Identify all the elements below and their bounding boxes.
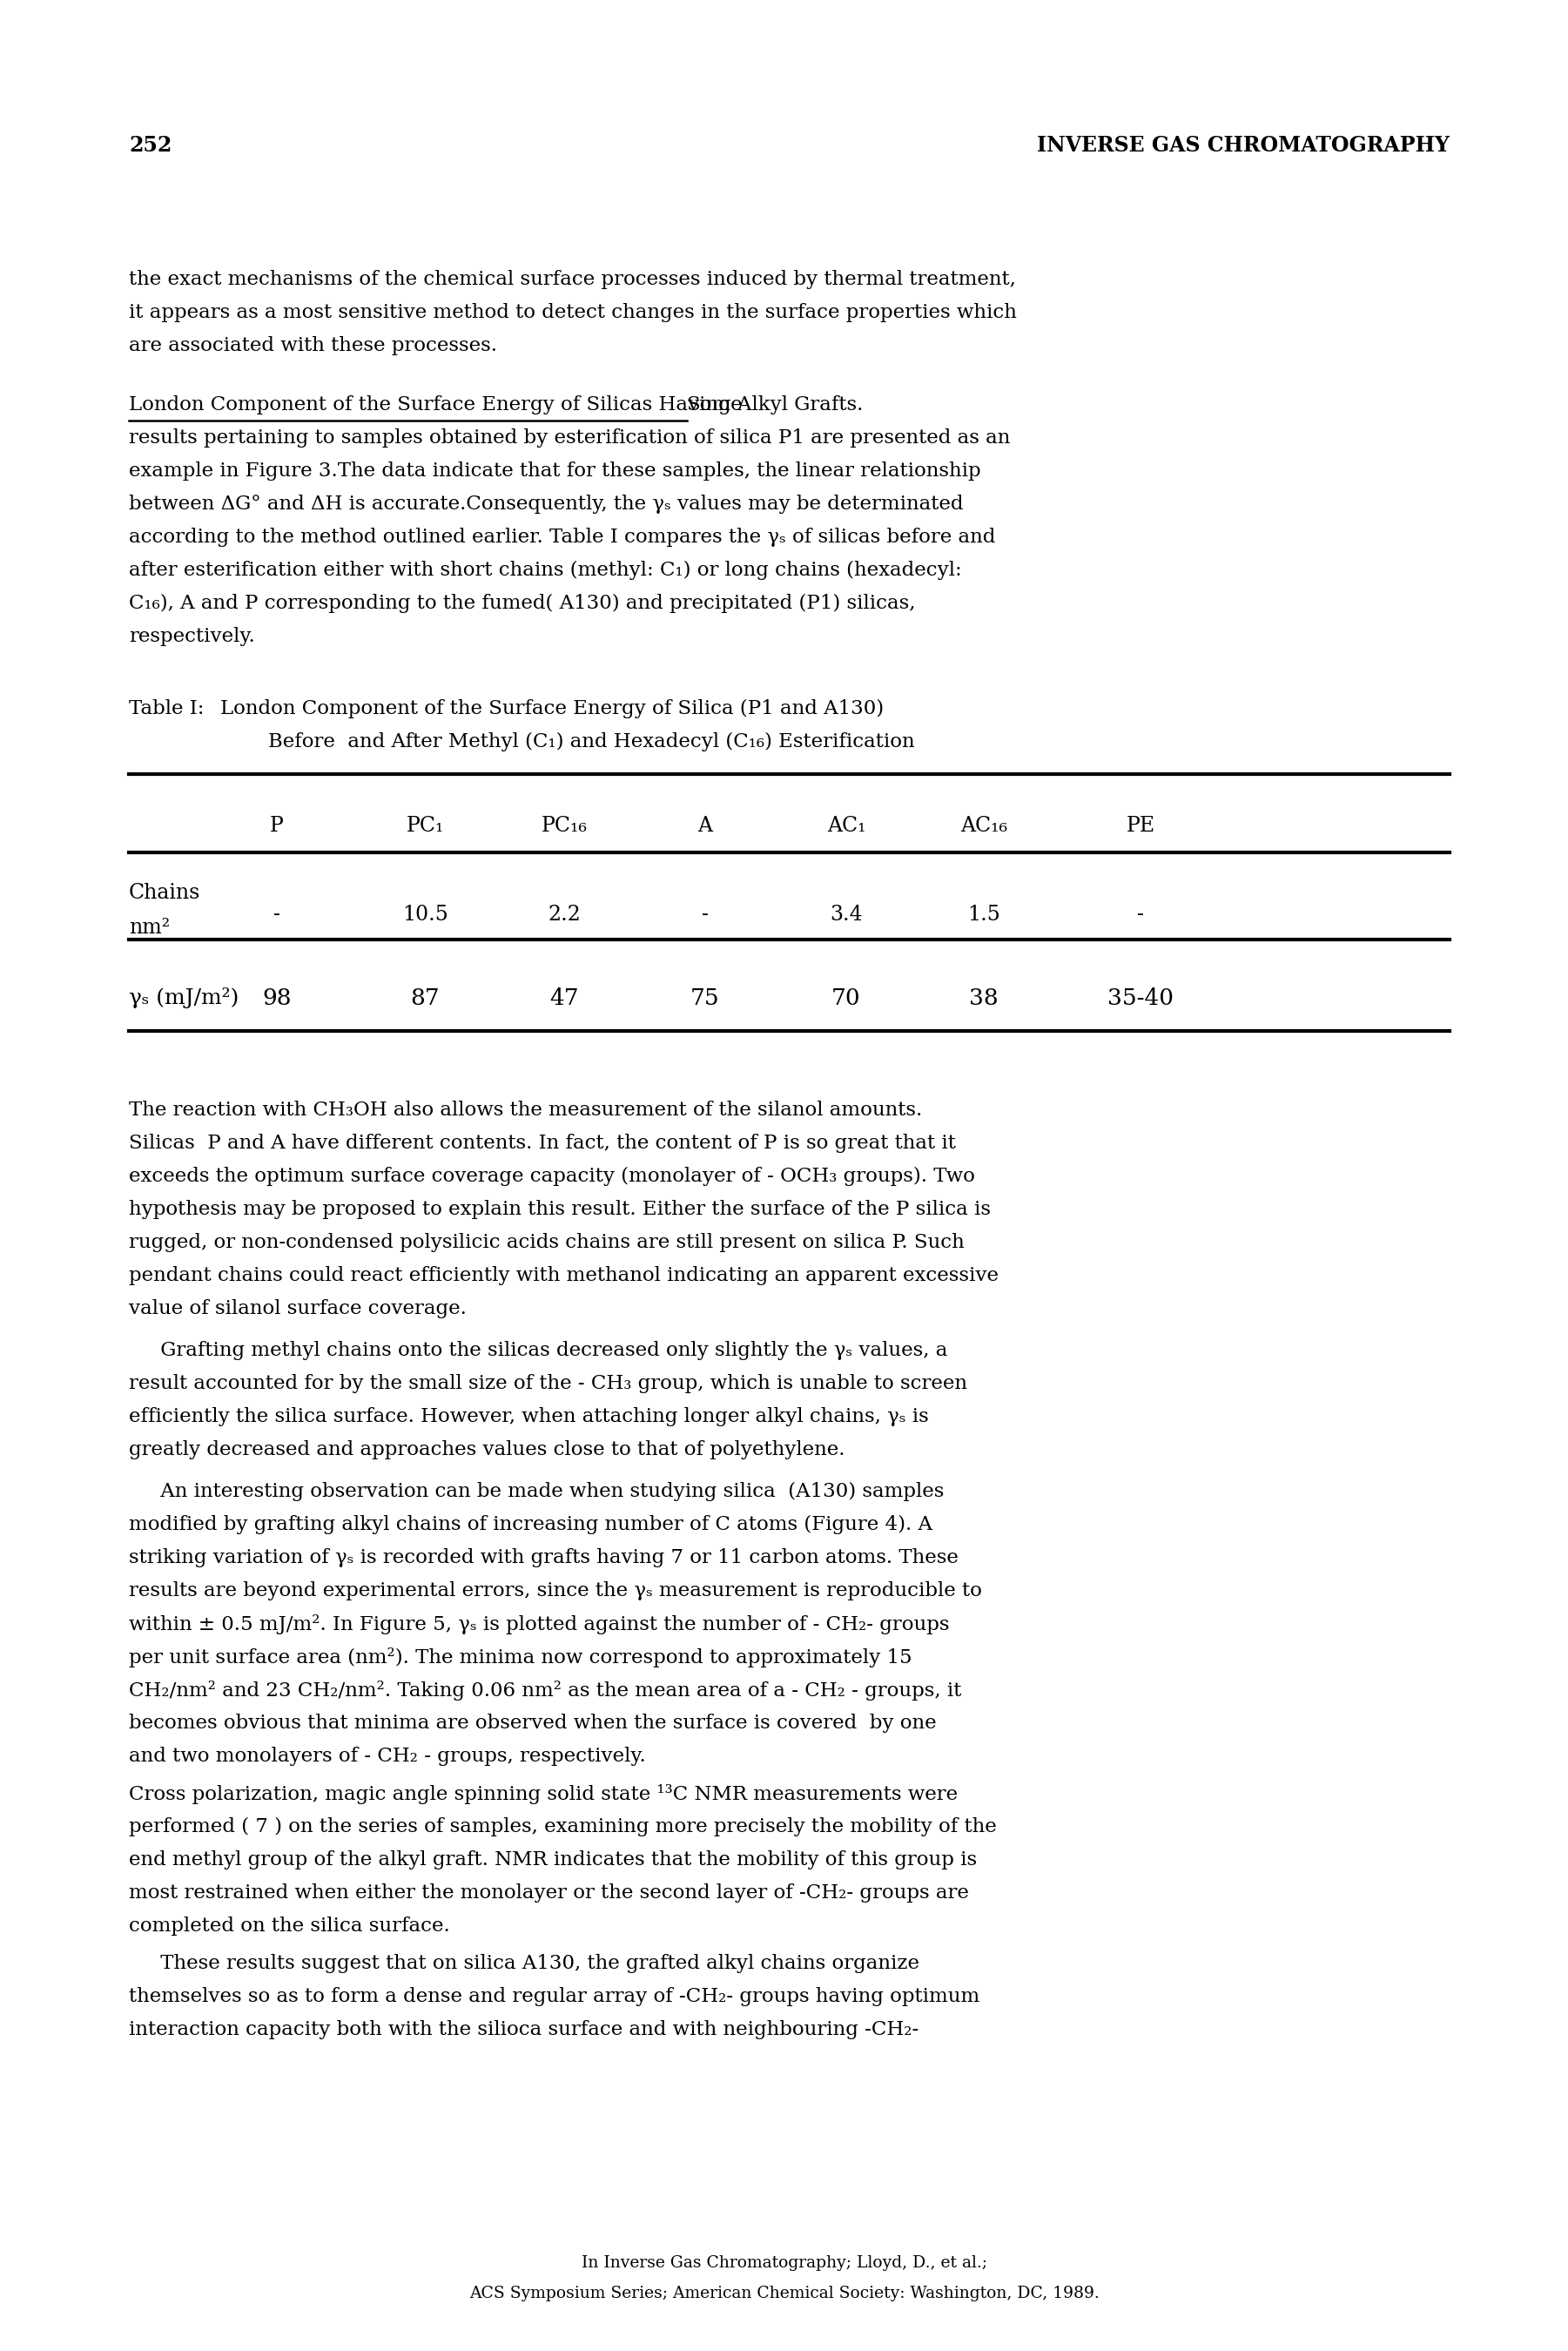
Text: becomes obvious that minima are observed when the surface is covered  by one: becomes obvious that minima are observed… [129,1714,936,1733]
Text: 75: 75 [690,987,720,1009]
Text: value of silanol surface coverage.: value of silanol surface coverage. [129,1300,467,1319]
Text: 35-40: 35-40 [1107,987,1173,1009]
Text: 252: 252 [129,134,172,155]
Text: between ΔG° and ΔH is accurate.Consequently, the γₛ values may be determinated: between ΔG° and ΔH is accurate.Consequen… [129,494,963,515]
Text: themselves so as to form a dense and regular array of -CH₂- groups having optimu: themselves so as to form a dense and reg… [129,1987,980,2005]
Text: it appears as a most sensitive method to detect changes in the surface propertie: it appears as a most sensitive method to… [129,303,1016,322]
Text: and two monolayers of - CH₂ - groups, respectively.: and two monolayers of - CH₂ - groups, re… [129,1747,646,1766]
Text: γₛ (mJ/m²): γₛ (mJ/m²) [129,987,238,1009]
Text: the exact mechanisms of the chemical surface processes induced by thermal treatm: the exact mechanisms of the chemical sur… [129,270,1016,289]
Text: INVERSE GAS CHROMATOGRAPHY: INVERSE GAS CHROMATOGRAPHY [1036,134,1449,155]
Text: Grafting methyl chains onto the silicas decreased only slightly the γₛ values, a: Grafting methyl chains onto the silicas … [129,1340,947,1361]
Text: In Inverse Gas Chromatography; Lloyd, D., et al.;: In Inverse Gas Chromatography; Lloyd, D.… [582,2255,986,2271]
Text: 70: 70 [831,987,861,1009]
Text: Silicas  P and A have different contents. In fact, the content of P is so great : Silicas P and A have different contents.… [129,1133,956,1152]
Text: respectively.: respectively. [129,628,256,647]
Text: 38: 38 [969,987,999,1009]
Text: after esterification either with short chains (methyl: C₁) or long chains (hexad: after esterification either with short c… [129,562,961,581]
Text: example in Figure 3.The data indicate that for these samples, the linear relatio: example in Figure 3.The data indicate th… [129,461,982,480]
Text: -: - [273,905,281,924]
Text: C₁₆), A and P corresponding to the fumed( A130) and precipitated (P1) silicas,: C₁₆), A and P corresponding to the fumed… [129,595,916,614]
Text: -: - [1137,905,1145,924]
Text: are associated with these processes.: are associated with these processes. [129,336,497,355]
Text: Cross polarization, magic angle spinning solid state ¹³C NMR measurements were: Cross polarization, magic angle spinning… [129,1784,958,1803]
Text: CH₂/nm² and 23 CH₂/nm². Taking 0.06 nm² as the mean area of a - CH₂ - groups, it: CH₂/nm² and 23 CH₂/nm². Taking 0.06 nm² … [129,1681,961,1700]
Text: Before  and After Methyl (C₁) and Hexadecyl (C₁₆) Esterification: Before and After Methyl (C₁) and Hexadec… [268,731,914,752]
Text: nm²: nm² [129,917,169,938]
Text: ACS Symposium Series; American Chemical Society: Washington, DC, 1989.: ACS Symposium Series; American Chemical … [469,2285,1099,2302]
Text: 10.5: 10.5 [401,905,448,924]
Text: hypothesis may be proposed to explain this result. Either the surface of the P s: hypothesis may be proposed to explain th… [129,1199,991,1220]
Text: London Component of the Surface Energy of Silicas Having Alkyl Grafts.: London Component of the Surface Energy o… [129,395,862,414]
Text: interaction capacity both with the silioca surface and with neighbouring -CH₂-: interaction capacity both with the silio… [129,2020,919,2038]
Text: A: A [698,816,712,837]
Text: The reaction with CH₃OH also allows the measurement of the silanol amounts.: The reaction with CH₃OH also allows the … [129,1100,922,1119]
Text: P: P [270,816,284,837]
Text: An interesting observation can be made when studying silica  (A130) samples: An interesting observation can be made w… [129,1481,944,1502]
Text: results pertaining to samples obtained by esterification of silica P1 are presen: results pertaining to samples obtained b… [129,428,1010,447]
Text: 87: 87 [411,987,439,1009]
Text: 1.5: 1.5 [967,905,1000,924]
Text: 98: 98 [262,987,292,1009]
Text: PC₁₆: PC₁₆ [541,816,588,837]
Text: Some: Some [687,395,743,414]
Text: rugged, or non-condensed polysilicic acids chains are still present on silica P.: rugged, or non-condensed polysilicic aci… [129,1232,964,1253]
Text: most restrained when either the monolayer or the second layer of -CH₂- groups ar: most restrained when either the monolaye… [129,1883,969,1902]
Text: PE: PE [1126,816,1156,837]
Text: greatly decreased and approaches values close to that of polyethylene.: greatly decreased and approaches values … [129,1441,845,1460]
Text: -: - [702,905,709,924]
Text: striking variation of γₛ is recorded with grafts having 7 or 11 carbon atoms. Th: striking variation of γₛ is recorded wit… [129,1549,958,1568]
Text: efficiently the silica surface. However, when attaching longer alkyl chains, γₛ : efficiently the silica surface. However,… [129,1408,928,1427]
Text: exceeds the optimum surface coverage capacity (monolayer of - OCH₃ groups). Two: exceeds the optimum surface coverage cap… [129,1166,975,1185]
Text: London Component of the Surface Energy of Silica (P1 and A130): London Component of the Surface Energy o… [220,698,884,719]
Text: AC₁₆: AC₁₆ [960,816,1007,837]
Text: results are beyond experimental errors, since the γₛ measurement is reproducible: results are beyond experimental errors, … [129,1582,982,1601]
Text: according to the method outlined earlier. Table I compares the γₛ of silicas bef: according to the method outlined earlier… [129,527,996,548]
Text: modified by grafting alkyl chains of increasing number of C atoms (Figure 4). A: modified by grafting alkyl chains of inc… [129,1514,933,1535]
Text: 47: 47 [549,987,579,1009]
Text: These results suggest that on silica A130, the grafted alkyl chains organize: These results suggest that on silica A13… [129,1954,919,1972]
Text: 2.2: 2.2 [547,905,580,924]
Text: Chains: Chains [129,884,201,903]
Text: completed on the silica surface.: completed on the silica surface. [129,1916,450,1935]
Text: within ± 0.5 mJ/m². In Figure 5, γₛ is plotted against the number of - CH₂- grou: within ± 0.5 mJ/m². In Figure 5, γₛ is p… [129,1615,949,1634]
Text: AC₁: AC₁ [826,816,866,837]
Text: performed ( 7 ) on the series of samples, examining more precisely the mobility : performed ( 7 ) on the series of samples… [129,1817,997,1836]
Text: pendant chains could react efficiently with methanol indicating an apparent exce: pendant chains could react efficiently w… [129,1267,999,1286]
Text: 3.4: 3.4 [829,905,862,924]
Text: result accounted for by the small size of the - CH₃ group, which is unable to sc: result accounted for by the small size o… [129,1373,967,1394]
Text: Table I:: Table I: [129,698,204,719]
Text: end methyl group of the alkyl graft. NMR indicates that the mobility of this gro: end methyl group of the alkyl graft. NMR… [129,1850,977,1869]
Text: per unit surface area (nm²). The minima now correspond to approximately 15: per unit surface area (nm²). The minima … [129,1648,913,1667]
Text: PC₁: PC₁ [406,816,444,837]
